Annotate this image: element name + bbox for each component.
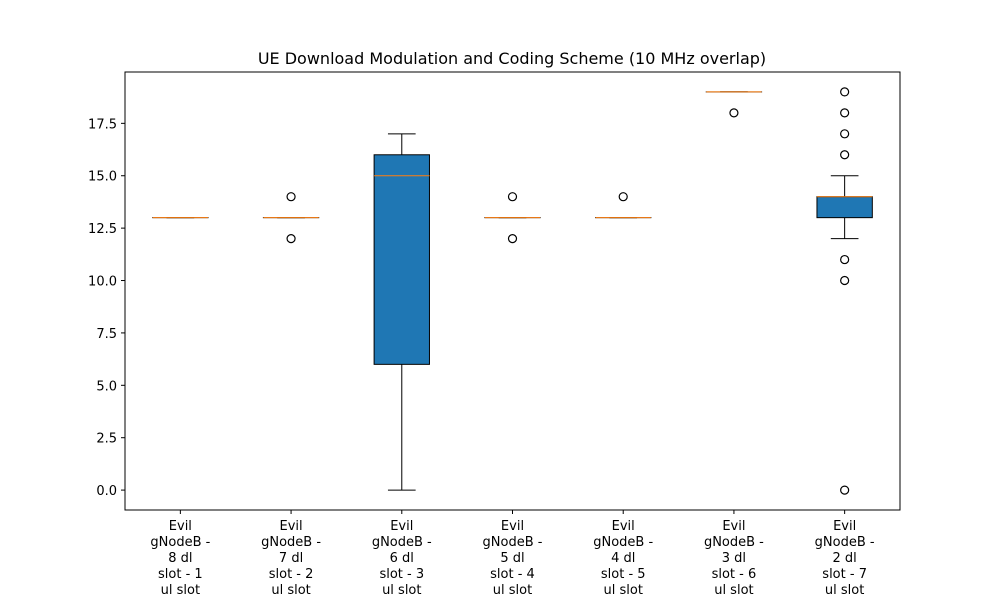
x-tick-label-line: slot - 7 xyxy=(822,567,867,582)
axes-frame xyxy=(125,72,900,510)
x-tick-label-line: 2 dl xyxy=(833,551,857,566)
x-tick-label-line: slot - 6 xyxy=(712,567,757,582)
outlier-point xyxy=(841,256,849,264)
y-tick-label: 0.0 xyxy=(96,484,117,499)
y-tick-label: 17.5 xyxy=(88,117,117,132)
outlier-point xyxy=(287,193,295,201)
y-tick-label: 12.5 xyxy=(88,222,117,237)
x-tick-label-line: 5 dl xyxy=(500,551,524,566)
outlier-point xyxy=(287,235,295,243)
outlier-point xyxy=(841,151,849,159)
x-tick-label-line: 6 dl xyxy=(390,551,414,566)
x-tick-label-line: ul slot xyxy=(382,583,421,598)
x-tick-label-line: ul slot xyxy=(604,583,643,598)
x-tick-label-line: Evil xyxy=(169,519,192,534)
x-tick-label-line: 8 dl xyxy=(168,551,192,566)
x-tick-label-line: Evil xyxy=(722,519,745,534)
x-tick-label-line: Evil xyxy=(390,519,413,534)
x-tick-label-line: gNodeB - xyxy=(483,535,543,550)
x-tick-label-line: gNodeB - xyxy=(815,535,875,550)
x-tick-label-line: Evil xyxy=(833,519,856,534)
x-tick-label-line: ul slot xyxy=(714,583,753,598)
x-tick-label-line: slot - 4 xyxy=(490,567,535,582)
y-tick-label: 15.0 xyxy=(88,170,117,185)
outlier-point xyxy=(841,109,849,117)
chart-title: UE Download Modulation and Coding Scheme… xyxy=(258,49,766,68)
x-tick-label-line: gNodeB - xyxy=(593,535,653,550)
x-tick-label-line: Evil xyxy=(280,519,303,534)
outlier-point xyxy=(730,109,738,117)
y-tick-label: 2.5 xyxy=(96,432,117,447)
x-tick-label-line: slot - 1 xyxy=(158,567,203,582)
x-tick-label-line: ul slot xyxy=(825,583,864,598)
box-iqr xyxy=(817,197,872,218)
x-tick-label-line: gNodeB - xyxy=(704,535,764,550)
x-tick-label-line: ul slot xyxy=(271,583,310,598)
outlier-point xyxy=(841,486,849,494)
x-tick-label-line: 4 dl xyxy=(611,551,635,566)
x-tick-label-line: gNodeB - xyxy=(372,535,432,550)
x-tick-label-line: 3 dl xyxy=(722,551,746,566)
y-tick-label: 5.0 xyxy=(96,379,117,394)
x-tick-label-line: ul slot xyxy=(161,583,200,598)
outlier-point xyxy=(841,130,849,138)
x-tick-label-line: Evil xyxy=(501,519,524,534)
y-tick-label: 7.5 xyxy=(96,327,117,342)
x-tick-label-line: slot - 2 xyxy=(269,567,314,582)
x-tick-label-line: Evil xyxy=(612,519,635,534)
y-tick-label: 10.0 xyxy=(88,275,117,290)
outlier-point xyxy=(509,235,517,243)
x-tick-label-line: gNodeB - xyxy=(150,535,210,550)
outlier-point xyxy=(619,193,627,201)
outlier-point xyxy=(841,88,849,96)
x-tick-label-line: ul slot xyxy=(493,583,532,598)
x-tick-label-line: slot - 3 xyxy=(379,567,424,582)
x-tick-label-line: 7 dl xyxy=(279,551,303,566)
box-iqr xyxy=(374,155,429,365)
x-tick-label-line: slot - 5 xyxy=(601,567,646,582)
x-tick-label-line: gNodeB - xyxy=(261,535,321,550)
outlier-point xyxy=(841,277,849,285)
outlier-point xyxy=(509,193,517,201)
